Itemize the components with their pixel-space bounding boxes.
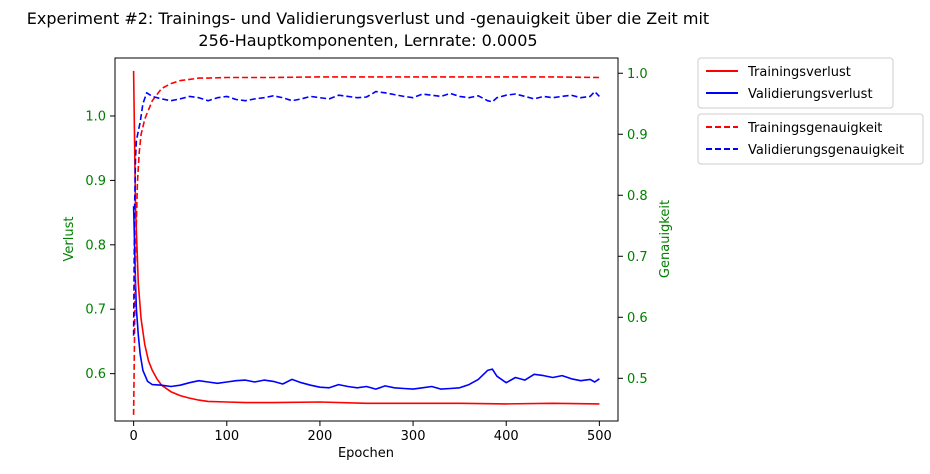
x-tick-label: 300: [401, 429, 426, 444]
y-right-tick-label: 0.9: [627, 128, 648, 143]
series-line-validierungsgenauigkeit: [132, 90, 600, 336]
y-right-tick-label: 0.8: [627, 189, 648, 204]
x-tick-label: 100: [214, 429, 239, 444]
legend-label-trainingsgenauigkeit: Trainingsgenauigkeit: [747, 121, 882, 136]
plot-lines: [132, 70, 600, 415]
y-right-tick-label: 1.0: [627, 67, 648, 82]
x-tick-label: 200: [308, 429, 333, 444]
chart-title-line2: 256-Hauptkomponenten, Lernrate: 0.0005: [198, 31, 537, 50]
y-axis-label-right: Genauigkeit: [658, 200, 673, 278]
legend-label-validierungsverlust: Validierungsverlust: [748, 87, 873, 102]
legend-loss-box: [697, 57, 894, 109]
x-tick-label: 400: [494, 429, 519, 444]
ticks-layer: 0 100 200 300 400 500 0.6 0.7 0.8 0.9 1.0 0.5 0.6 0.7…: [85, 67, 647, 444]
y-left-tick-label: 0.9: [85, 174, 106, 189]
y-left-tick-label: 1.0: [85, 109, 106, 124]
y-left-tick-label: 0.7: [85, 303, 106, 318]
x-tick-label: 0: [129, 429, 137, 444]
x-tick-label: 500: [587, 429, 612, 444]
y-left-tick-label: 0.8: [85, 238, 106, 253]
legend-label-validierungsgenauigkeit: Validierungsgenauigkeit: [748, 143, 904, 158]
x-axis-label: Epochen: [338, 446, 394, 461]
series-line-validierungsverlust: [132, 206, 600, 390]
legend-accuracy-box: [697, 113, 924, 165]
series-line-trainingsverlust: [132, 70, 600, 405]
y-left-tick-label: 0.6: [85, 367, 106, 382]
y-right-tick-label: 0.6: [627, 311, 648, 326]
legend-label-trainingsverlust: Trainingsverlust: [747, 65, 851, 80]
y-right-tick-label: 0.7: [627, 250, 648, 265]
y-right-tick-label: 0.5: [627, 372, 648, 387]
chart-title-line1: Experiment #2: Trainings- und Validierun…: [27, 9, 709, 28]
legend-loss: Trainingsverlust Validierungsverlust: [697, 57, 894, 109]
plot-frame: [114, 57, 619, 422]
series-line-trainingsgenauigkeit: [132, 76, 600, 415]
legend-accuracy: Trainingsgenauigkeit Validierungsgenauig…: [697, 113, 924, 165]
y-axis-label-left: Verlust: [62, 217, 77, 262]
